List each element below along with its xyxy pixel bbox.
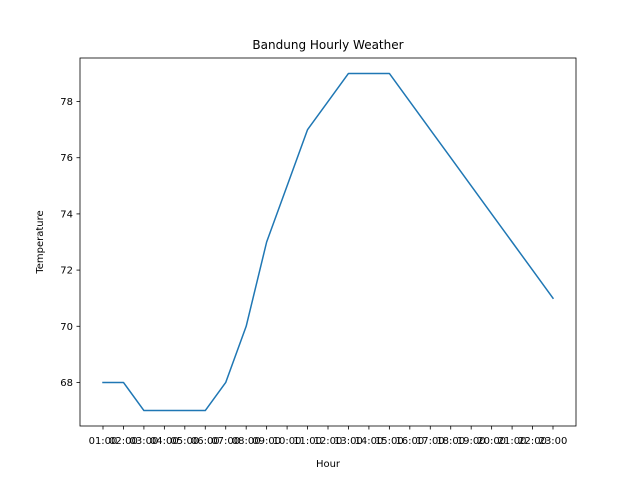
x-tick-label: 06:00 — [191, 436, 220, 447]
x-tick-label: 08:00 — [232, 436, 261, 447]
y-tick-label: 76 — [60, 153, 73, 164]
x-tick-label: 20:00 — [477, 436, 506, 447]
x-tick-label: 15:00 — [375, 436, 404, 447]
x-tick-label: 10:00 — [273, 436, 302, 447]
x-tick-label: 18:00 — [436, 436, 465, 447]
x-tick-label: 02:00 — [109, 436, 138, 447]
x-tick-label: 22:00 — [518, 436, 547, 447]
x-tick-label: 21:00 — [498, 436, 527, 447]
y-tick-label: 74 — [60, 209, 73, 220]
chart-title: Bandung Hourly Weather — [252, 38, 403, 52]
x-tick-label: 11:00 — [293, 436, 322, 447]
temperature-series-line — [102, 72, 555, 412]
x-axis-ticks: 01:0002:0003:0004:0005:0006:0007:0008:00… — [89, 426, 568, 447]
x-tick-label: 09:00 — [252, 436, 281, 447]
plot-area — [102, 72, 555, 412]
y-tick-label: 68 — [60, 378, 73, 389]
x-tick-label: 14:00 — [354, 436, 383, 447]
x-tick-label: 12:00 — [314, 436, 343, 447]
y-axis-ticks: 68 70 72 74 76 78 — [60, 97, 80, 389]
x-tick-label: 13:00 — [334, 436, 363, 447]
y-tick-label: 72 — [60, 266, 73, 277]
x-tick-label: 04:00 — [150, 436, 179, 447]
x-tick-label: 19:00 — [457, 436, 486, 447]
y-axis-label: Temperature — [35, 210, 46, 274]
y-tick-label: 70 — [60, 322, 73, 333]
x-tick-label: 17:00 — [416, 436, 445, 447]
x-axis-label: Hour — [316, 459, 341, 470]
x-tick-label: 23:00 — [539, 436, 568, 447]
plot-frame — [79, 57, 577, 427]
x-tick-label: 07:00 — [211, 436, 240, 447]
x-tick-label: 16:00 — [395, 436, 424, 447]
x-tick-label: 05:00 — [170, 436, 199, 447]
x-tick-label: 03:00 — [129, 436, 158, 447]
x-tick-label: 01:00 — [89, 436, 118, 447]
y-tick-label: 78 — [60, 97, 73, 108]
